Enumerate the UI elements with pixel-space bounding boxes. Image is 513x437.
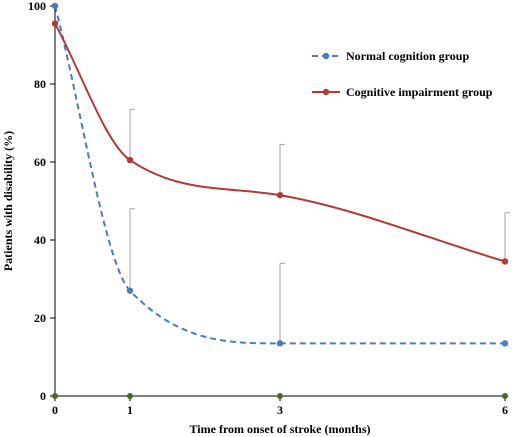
x-tick-label: 1	[127, 403, 133, 417]
y-tick-label: 40	[34, 233, 46, 247]
x-tick-label: 6	[502, 403, 508, 417]
y-ticks: 0 20 40 60 80 100	[28, 0, 55, 403]
y-tick-label: 100	[28, 0, 46, 13]
series-1-point	[501, 340, 509, 347]
y-tick-label: 60	[34, 155, 46, 169]
x-tick-label: 3	[277, 403, 283, 417]
baseline-markers	[52, 393, 508, 399]
series-lines	[54, 5, 506, 345]
series-2-legend-marker	[322, 88, 330, 96]
legend: Normal cognition group Cognitive impairme…	[312, 49, 493, 99]
x-axis-title: Time from onset of stroke (months)	[190, 422, 371, 436]
error-bars	[129, 108, 510, 344]
series-1-point	[51, 2, 59, 10]
series-1-point	[276, 340, 284, 347]
data-points	[51, 2, 509, 347]
baseline-marker	[502, 393, 508, 399]
series-1-legend-marker	[322, 52, 330, 60]
baseline-marker	[52, 393, 58, 399]
y-tick-label: 20	[34, 311, 46, 325]
series-2-point	[501, 258, 509, 265]
baseline-marker	[277, 393, 283, 399]
series-2-point	[126, 156, 134, 164]
series-1-legend-label: Normal cognition group	[346, 49, 469, 63]
series-2-point	[51, 20, 59, 27]
series-2-line	[54, 23, 506, 263]
y-tick-label: 80	[34, 77, 46, 91]
series-2-legend-label: Cognitive impairment group	[346, 85, 493, 99]
x-ticks: 0 1 3 6	[52, 396, 508, 417]
baseline-marker	[127, 393, 133, 399]
y-tick-label: 0	[40, 389, 46, 403]
x-tick-label: 0	[52, 403, 58, 417]
series-2-point	[276, 191, 284, 199]
y-axis-title: Patients with disability (%)	[1, 131, 15, 271]
series-1-point	[126, 287, 134, 294]
